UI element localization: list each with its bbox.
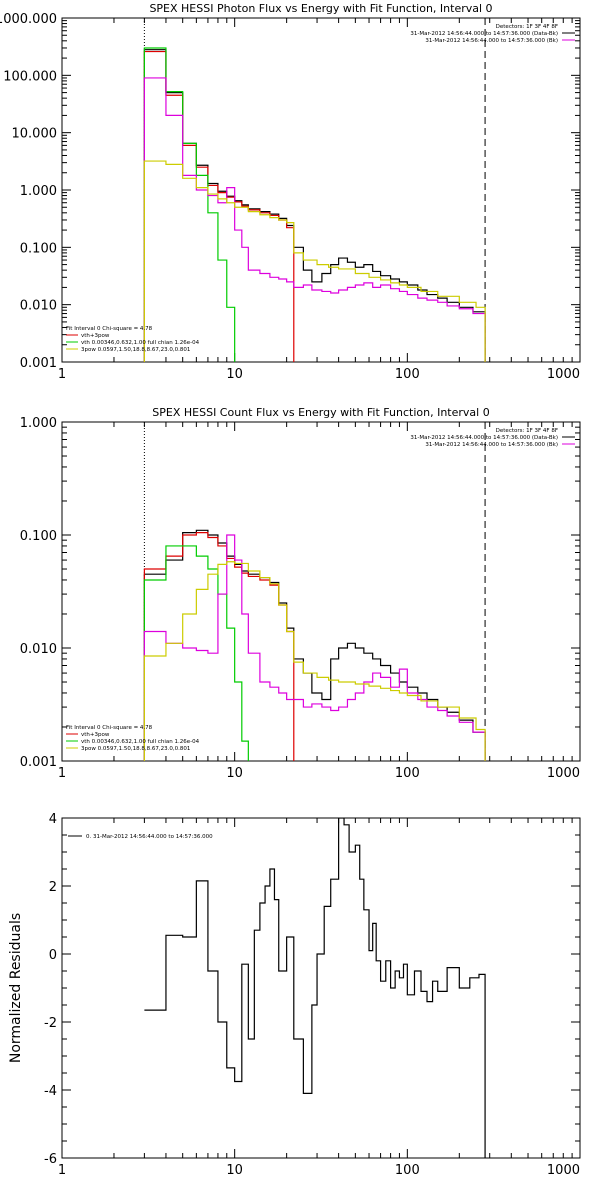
chart-panel-2: 1 10 100 1000 -6 -4 -2 0 2 4 Normalized Residuals 0… xyxy=(8,812,581,1178)
series-3-line xyxy=(143,534,486,761)
y-axis-title: Normalized Residuals xyxy=(8,913,24,1063)
series-0-line xyxy=(144,818,486,1158)
x-tick-label: 1 xyxy=(58,1163,66,1178)
y-tick-label: -6 xyxy=(44,1152,57,1167)
x-tick-label: 100 xyxy=(395,1163,420,1178)
legend-bottom-left-entry: vth+3pow xyxy=(81,732,110,738)
legend-bottom-left-entry: vth+3pow xyxy=(81,333,110,339)
x-tick-label: 1 xyxy=(58,766,66,781)
series-0-line xyxy=(143,529,486,761)
series-4-line xyxy=(143,160,486,362)
x-tick-label: 1000 xyxy=(547,367,580,382)
y-tick-label: 0.010 xyxy=(20,642,57,657)
plot-frame xyxy=(61,817,581,1159)
legend-top-right-entry: Detectors: 1F 3F 4F 8F xyxy=(496,428,558,434)
y-tick-label: -4 xyxy=(44,1084,57,1099)
x-tick-label: 10 xyxy=(226,367,243,382)
y-tick-label: 0.100 xyxy=(20,529,57,544)
x-tick-label: 1 xyxy=(58,367,66,382)
legend-top-right-entry: 31-Mar-2012 14:56:44.000 to 14:57:36.000… xyxy=(425,38,558,44)
series-2-line xyxy=(143,545,249,761)
chart-title: SPEX HESSI Count Flux vs Energy with Fit… xyxy=(152,406,489,419)
x-tick-label: 10 xyxy=(226,766,243,781)
series-0-line xyxy=(143,49,486,362)
x-tick-label: 1000 xyxy=(547,766,580,781)
y-tick-label: 4 xyxy=(49,812,57,827)
y-tick-label: 0 xyxy=(49,948,57,963)
y-tick-label: 0.100 xyxy=(20,241,57,256)
y-tick-label: 10.000 xyxy=(12,127,58,142)
legend-top-left-entry: 0. 31-Mar-2012 14:56:44.000 to 14:57:36.… xyxy=(86,834,213,840)
chart-title: SPEX HESSI Photon Flux vs Energy with Fi… xyxy=(149,2,492,15)
plot-frame xyxy=(61,17,581,363)
y-tick-label: 1000.000 xyxy=(0,12,57,27)
y-tick-label: 100.000 xyxy=(3,69,57,84)
y-tick-label: 1.000 xyxy=(20,416,57,431)
series-3-line xyxy=(143,77,486,362)
legend-top-right-entry: Detectors: 1F 3F 4F 8F xyxy=(496,24,558,30)
data-group xyxy=(143,529,486,761)
legend-top-right-entry: 31-Mar-2012 14:56:44.000 to 14:57:36.000… xyxy=(410,435,558,441)
legend-bottom-left-entry: Fit Interval 0 Chi-square = 4.78 xyxy=(66,725,153,731)
series-1-line xyxy=(143,50,295,362)
data-group xyxy=(144,818,486,1158)
y-tick-label: -2 xyxy=(44,1016,57,1031)
chart-panel-0: SPEX HESSI Photon Flux vs Energy with Fi… xyxy=(0,2,581,382)
plot-frame xyxy=(61,421,581,762)
legend-bottom-left-entry: vth 0.00346,0.632,1.00 full chian 1.26e-… xyxy=(81,739,200,745)
legend-top-right-entry: 31-Mar-2012 14:56:44.000 to 14:57:36.000… xyxy=(425,442,558,448)
series-2-line xyxy=(143,47,236,362)
legend-top-right-entry: 31-Mar-2012 14:56:44.000 to 14:57:36.000… xyxy=(410,31,558,37)
y-tick-label: 0.010 xyxy=(20,299,57,314)
y-tick-label: 0.001 xyxy=(20,755,57,770)
series-4-line xyxy=(143,561,486,761)
x-tick-label: 100 xyxy=(395,367,420,382)
data-group xyxy=(143,47,486,362)
legend-bottom-left-entry: Fit Interval 0 Chi-square = 4.78 xyxy=(66,326,153,332)
series-1-line xyxy=(143,532,295,761)
x-tick-label: 100 xyxy=(395,766,420,781)
x-tick-label: 10 xyxy=(226,1163,243,1178)
legend-bottom-left-entry: 3pow 0.0597,1.50,18.8,8.67,23.0,0.801 xyxy=(81,746,190,752)
x-tick-label: 1000 xyxy=(547,1163,580,1178)
legend-bottom-left-entry: vth 0.00346,0.632,1.00 full chian 1.26e-… xyxy=(81,340,200,346)
y-tick-label: 2 xyxy=(49,880,57,895)
chart-panel-1: SPEX HESSI Count Flux vs Energy with Fit… xyxy=(20,406,581,781)
y-tick-label: 0.001 xyxy=(20,356,57,371)
y-tick-label: 1.000 xyxy=(20,184,57,199)
legend-bottom-left-entry: 3pow 0.0597,1.50,18.8,8.67,23.0,0.801 xyxy=(81,347,190,353)
